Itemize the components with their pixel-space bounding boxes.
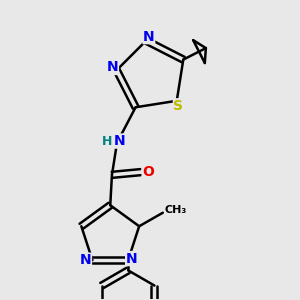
Text: N: N [126, 251, 137, 266]
Text: N: N [107, 60, 118, 74]
Text: CH₃: CH₃ [164, 205, 187, 215]
Text: N: N [114, 134, 125, 148]
Text: N: N [80, 253, 92, 267]
Text: S: S [173, 99, 184, 113]
Text: O: O [142, 165, 154, 179]
Text: H: H [102, 135, 113, 148]
Text: N: N [143, 30, 155, 44]
